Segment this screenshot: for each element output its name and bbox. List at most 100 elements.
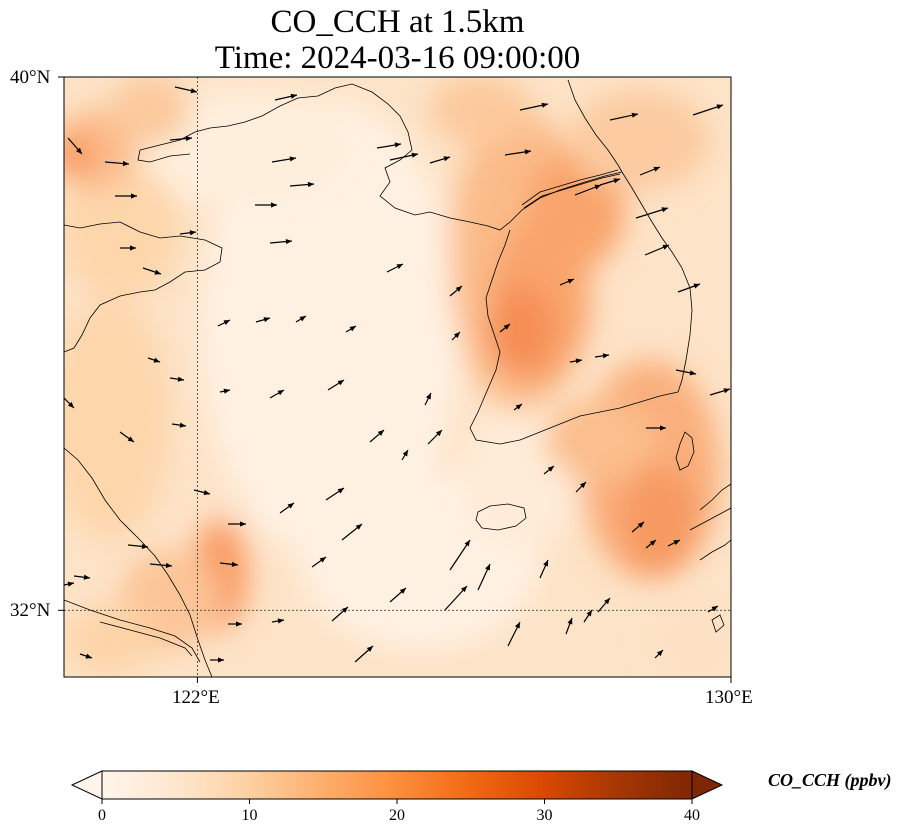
wind-arrow-head-51 (402, 450, 408, 457)
lon-tick-label-122e: 122°E (172, 687, 220, 708)
wind-arrow-head-76 (277, 618, 284, 624)
wind-arrow-head-21 (285, 238, 292, 245)
wind-arrow-head-42 (223, 388, 230, 394)
wind-arrow-head-6 (185, 135, 192, 142)
wind-arrow-head-24 (396, 264, 403, 270)
wind-arrow-head-13 (443, 156, 450, 162)
wind-arrow-head-4 (716, 104, 723, 110)
wind-arrow-head-75 (236, 621, 242, 627)
wind-arrow-head-85 (656, 650, 663, 657)
wind-arrow-head-39 (689, 370, 696, 376)
wind-arrow-head-44 (723, 388, 730, 394)
wind-arrow-head-53 (547, 466, 554, 472)
wind-arrow-head-10 (122, 160, 129, 167)
map-title-line2: Time: 2024-03-16 09:00:00 (214, 40, 581, 76)
wind-arrow-head-52 (660, 425, 666, 431)
colorbar-tick-40: 40 (684, 807, 700, 824)
wind-arrow-head-61 (231, 561, 238, 567)
colorbar-tick-0: 0 (98, 807, 106, 824)
wind-arrow-head-28 (455, 286, 462, 292)
wind-arrow-head-36 (602, 353, 609, 359)
wind-arrow-head-49 (377, 430, 384, 436)
lat-tick-label-40n: 40°N (10, 67, 51, 88)
wind-arrow-64 (449, 539, 471, 571)
wind-arrow-head-66 (543, 560, 548, 567)
wind-arrow-head-38 (177, 376, 184, 382)
wind-arrow-head-69 (673, 540, 680, 546)
colorbar-extend-max (691, 770, 724, 800)
colorbar-extend-min (70, 770, 103, 800)
wind-arrow-head-57 (579, 482, 586, 489)
map-frame (63, 76, 732, 678)
wind-arrow-head-56 (287, 503, 294, 509)
wind-arrow-head-40 (337, 380, 344, 386)
wind-arrow-head-65 (485, 564, 490, 571)
wind-arrow-head-26 (567, 278, 574, 284)
wind-arrow-head-45 (67, 401, 74, 408)
wind-arrow-head-67 (637, 522, 644, 528)
wind-arrow-head-58 (240, 521, 246, 527)
wind-arrow-head-29 (223, 320, 230, 326)
wind-arrow-head-74 (341, 607, 348, 613)
wind-arrow-head-60 (165, 562, 172, 569)
wind-arrow-head-23 (130, 245, 136, 251)
wind-arrow-head-9 (653, 166, 660, 172)
wind-arrow-head-12 (411, 152, 418, 158)
wind-arrow-head-19 (271, 202, 277, 208)
wind-arrow-head-81 (711, 606, 718, 612)
wind-arrow-head-8 (524, 149, 531, 155)
wind-arrow-head-5 (76, 147, 82, 154)
wind-arrow-head-64 (464, 540, 470, 547)
wind-arrow-head-72 (399, 588, 406, 594)
colorbar-tick-30: 30 (536, 807, 553, 824)
wind-arrow-head-41 (277, 390, 284, 396)
wind-arrow-head-83 (218, 657, 224, 663)
wind-arrow-head-33 (453, 332, 460, 339)
wind-arrow-head-2 (541, 102, 548, 108)
wind-arrow-head-73 (461, 586, 467, 593)
wind-arrow-head-47 (179, 422, 186, 428)
colorbar-tick-10: 10 (241, 807, 258, 824)
wind-arrow-head-25 (154, 269, 161, 275)
wind-arrow-head-37 (575, 358, 582, 364)
wind-vectors (63, 86, 731, 663)
wind-arrow-head-78 (567, 618, 573, 625)
wind-arrow-head-20 (189, 230, 196, 236)
wind-arrow-head-80 (604, 598, 610, 605)
wind-arrow-head-46 (515, 404, 522, 410)
wind-arrow-head-35 (153, 357, 160, 363)
wind-arrow-head-54 (203, 490, 210, 496)
wind-arrow-head-63 (355, 524, 362, 530)
wind-arrow-head-70 (83, 574, 90, 580)
wind-arrow-head-62 (319, 557, 326, 563)
colorbar-tick-20: 20 (389, 807, 405, 824)
wind-arrow-head-84 (366, 646, 373, 652)
map-title-line1: CO_CCH at 1.5km (270, 4, 525, 40)
wind-arrow-head-59 (141, 543, 148, 549)
wind-arrow-head-68 (649, 540, 656, 546)
wind-arrow-head-50 (435, 430, 442, 437)
wind-arrow-head-14 (594, 184, 601, 190)
wind-arrow-head-7 (394, 142, 401, 148)
wind-arrow-head-79 (586, 610, 592, 617)
lon-tick-label-130e: 130°E (705, 687, 753, 708)
gridlines (64, 77, 731, 677)
wind-arrow-head-77 (514, 622, 520, 629)
wind-arrow-head-31 (299, 316, 306, 322)
colorbar-label: CO_CCH (ppbv) (768, 770, 892, 790)
wind-arrow-head-82 (85, 653, 92, 659)
wind-arrow-head-27 (693, 283, 700, 289)
concentration-field (64, 77, 731, 677)
wind-arrow-head-71 (67, 581, 74, 587)
wind-arrow-head-30 (263, 317, 270, 323)
wind-arrow-head-34 (503, 324, 510, 330)
colorbar (70, 770, 724, 804)
wind-arrow-head-16 (307, 181, 314, 188)
wind-arrow-head-17 (613, 178, 620, 184)
wind-arrow-head-3 (631, 112, 638, 118)
wind-arrow-head-11 (289, 156, 296, 162)
lat-tick-label-32n: 32°N (10, 600, 51, 621)
wind-arrow-head-18 (661, 207, 668, 213)
wind-arrow-head-32 (349, 326, 356, 332)
